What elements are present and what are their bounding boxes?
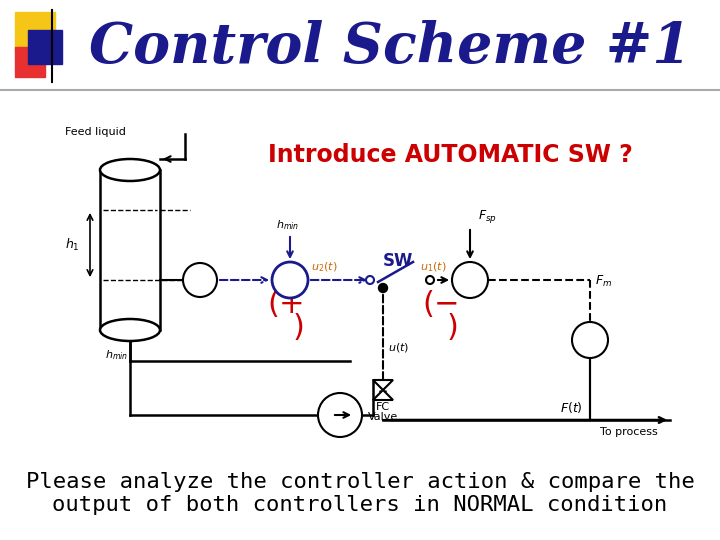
Circle shape xyxy=(318,393,362,437)
Text: $h_1$: $h_1$ xyxy=(65,237,79,253)
Text: LT: LT xyxy=(195,272,205,282)
Text: $)$: $)$ xyxy=(292,311,304,342)
Text: FT: FT xyxy=(584,332,596,342)
Bar xyxy=(15,12,55,52)
Circle shape xyxy=(452,262,488,298)
Text: $)$: $)$ xyxy=(446,311,458,342)
Circle shape xyxy=(183,263,217,297)
Text: Feed liquid: Feed liquid xyxy=(65,127,126,137)
Bar xyxy=(28,30,62,64)
Text: 23: 23 xyxy=(284,281,297,291)
Text: To process: To process xyxy=(600,427,658,437)
Text: Control Scheme #1: Control Scheme #1 xyxy=(89,19,691,75)
Text: 12: 12 xyxy=(464,281,477,291)
Text: $F_{sp}$: $F_{sp}$ xyxy=(478,208,497,225)
Text: $u_1(t)$: $u_1(t)$ xyxy=(420,260,446,274)
Text: 23: 23 xyxy=(194,281,206,291)
Text: FC: FC xyxy=(464,272,477,282)
Text: $u(t)$: $u(t)$ xyxy=(388,341,409,354)
Text: $u_2(t)$: $u_2(t)$ xyxy=(311,260,338,274)
Text: $F(t)$: $F(t)$ xyxy=(560,400,582,415)
Circle shape xyxy=(379,284,387,293)
Ellipse shape xyxy=(100,319,160,341)
Text: Please analyze the controller action & compare the: Please analyze the controller action & c… xyxy=(26,472,694,492)
Text: Introduce AUTOMATIC SW ?: Introduce AUTOMATIC SW ? xyxy=(268,143,632,167)
Bar xyxy=(15,47,45,77)
Text: $F_m$: $F_m$ xyxy=(595,274,612,289)
Circle shape xyxy=(426,276,434,284)
Text: FC: FC xyxy=(376,402,390,412)
Polygon shape xyxy=(373,380,393,390)
Text: $(+$: $(+$ xyxy=(267,288,303,319)
Text: Valve: Valve xyxy=(368,412,398,422)
Text: SW: SW xyxy=(383,252,413,270)
Text: LC: LC xyxy=(284,272,297,282)
Circle shape xyxy=(272,262,308,298)
Text: $(−$: $(−$ xyxy=(422,288,458,319)
Bar xyxy=(100,170,160,330)
Text: $h_{min}$: $h_{min}$ xyxy=(105,348,128,362)
Circle shape xyxy=(366,276,374,284)
Ellipse shape xyxy=(100,159,160,181)
Text: 12: 12 xyxy=(583,341,597,351)
Text: output of both controllers in NORMAL condition: output of both controllers in NORMAL con… xyxy=(53,495,667,515)
Text: $h_{min}$: $h_{min}$ xyxy=(276,218,300,232)
Polygon shape xyxy=(373,390,393,400)
Circle shape xyxy=(572,322,608,358)
